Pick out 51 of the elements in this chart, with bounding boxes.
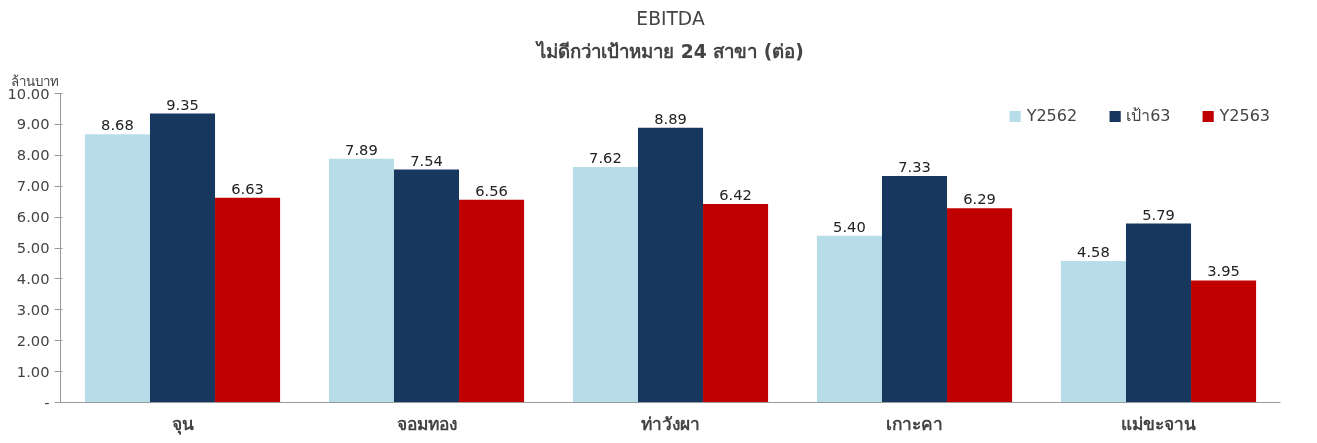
y-tick-label: 3.00 (16, 300, 50, 318)
y-tick-label: 2.00 (16, 331, 50, 349)
bar (149, 113, 216, 403)
bar (637, 127, 704, 403)
x-tick-label: แม่ขะจาน (1121, 413, 1196, 434)
bar (393, 169, 460, 403)
bar (215, 197, 281, 403)
data-label: 6.56 (475, 181, 508, 199)
y-tick-label: 7.00 (16, 177, 50, 195)
data-label: 6.29 (963, 190, 996, 208)
legend-label: เป้า63 (1126, 105, 1171, 127)
legend-label: Y2563 (1219, 106, 1270, 125)
y-tick-label: 8.00 (16, 146, 50, 164)
chart-subtitle: ไม่ดีกว่าเป้าหมาย 24 สาขา (ต่อ) (535, 39, 804, 62)
bar (459, 199, 525, 403)
bar (84, 134, 150, 403)
data-label: 4.58 (1077, 242, 1110, 260)
bar (881, 176, 948, 403)
data-label: 7.33 (898, 158, 931, 175)
data-label: 9.35 (166, 95, 199, 113)
bar (1125, 223, 1192, 403)
data-label: 7.62 (589, 149, 622, 167)
x-tick-label: จอมทอง (396, 413, 457, 434)
data-label: 5.40 (833, 217, 866, 235)
data-label: 6.42 (719, 186, 752, 204)
bar (328, 158, 394, 403)
bar (572, 167, 638, 403)
data-label: 8.68 (101, 116, 134, 134)
y-tick-label: - (44, 393, 50, 411)
y-tick-label: 9.00 (16, 115, 50, 133)
y-tick-label: 6.00 (16, 208, 50, 226)
data-label: 6.63 (231, 179, 264, 197)
data-label: 7.54 (410, 151, 443, 169)
bar (816, 235, 882, 403)
chart-title: EBITDA (636, 7, 705, 29)
y-axis-title: ล้านบาท (10, 73, 59, 89)
bar (1060, 260, 1126, 403)
legend-label: Y2562 (1026, 106, 1078, 125)
data-label: 7.89 (345, 140, 378, 158)
bar (1191, 280, 1257, 403)
y-tick-label: 5.00 (16, 239, 50, 256)
y-tick-label: 1.00 (16, 362, 50, 380)
x-tick-label: เกาะคา (886, 413, 943, 434)
data-label: 3.95 (1207, 262, 1240, 280)
data-label: 8.89 (654, 109, 687, 127)
x-tick-label: จุน (171, 413, 194, 435)
data-label: 5.79 (1142, 205, 1175, 223)
bar (947, 208, 1013, 403)
bar (703, 204, 769, 403)
y-tick-label: 4.00 (16, 269, 50, 287)
x-tick-label: ท่าวังผา (641, 413, 700, 434)
